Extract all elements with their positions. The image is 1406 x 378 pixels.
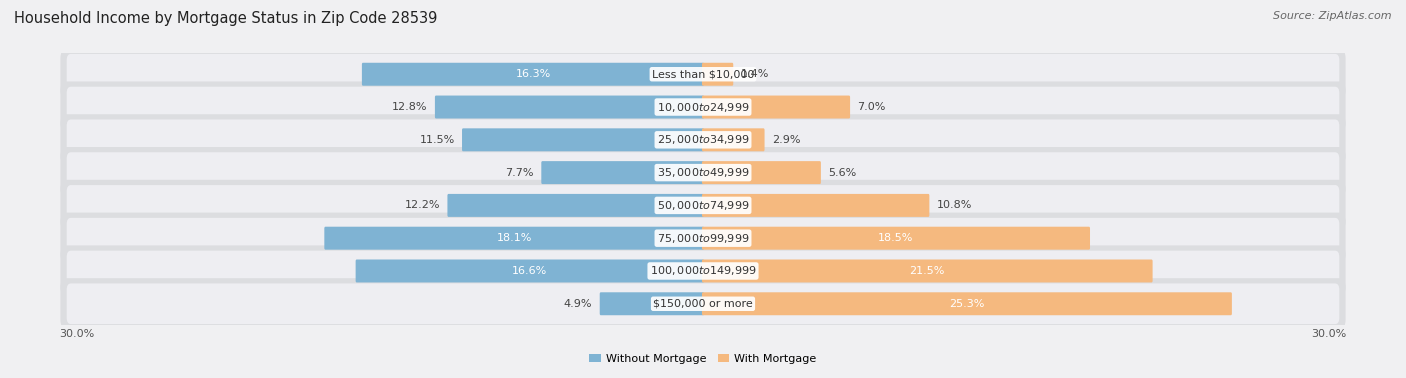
FancyBboxPatch shape xyxy=(60,245,1346,297)
FancyBboxPatch shape xyxy=(434,96,704,118)
FancyBboxPatch shape xyxy=(702,129,765,151)
FancyBboxPatch shape xyxy=(356,260,704,282)
FancyBboxPatch shape xyxy=(66,152,1340,193)
FancyBboxPatch shape xyxy=(66,284,1340,324)
FancyBboxPatch shape xyxy=(66,87,1340,127)
Text: 18.5%: 18.5% xyxy=(879,233,914,243)
Text: 7.7%: 7.7% xyxy=(506,167,534,178)
FancyBboxPatch shape xyxy=(66,119,1340,160)
FancyBboxPatch shape xyxy=(66,218,1340,259)
FancyBboxPatch shape xyxy=(702,227,1090,249)
FancyBboxPatch shape xyxy=(361,63,704,86)
Text: 1.4%: 1.4% xyxy=(741,69,769,79)
Text: 10.8%: 10.8% xyxy=(936,200,972,211)
FancyBboxPatch shape xyxy=(541,161,704,184)
Text: $10,000 to $24,999: $10,000 to $24,999 xyxy=(657,101,749,113)
FancyBboxPatch shape xyxy=(66,251,1340,291)
Text: 7.0%: 7.0% xyxy=(858,102,886,112)
Text: 16.3%: 16.3% xyxy=(516,69,551,79)
FancyBboxPatch shape xyxy=(60,212,1346,264)
FancyBboxPatch shape xyxy=(66,54,1340,94)
Text: Less than $10,000: Less than $10,000 xyxy=(652,69,754,79)
FancyBboxPatch shape xyxy=(702,161,821,184)
Text: 4.9%: 4.9% xyxy=(564,299,592,309)
Text: $50,000 to $74,999: $50,000 to $74,999 xyxy=(657,199,749,212)
FancyBboxPatch shape xyxy=(60,81,1346,133)
FancyBboxPatch shape xyxy=(702,194,929,217)
FancyBboxPatch shape xyxy=(60,278,1346,329)
FancyBboxPatch shape xyxy=(702,96,851,118)
Text: 16.6%: 16.6% xyxy=(512,266,547,276)
Text: Household Income by Mortgage Status in Zip Code 28539: Household Income by Mortgage Status in Z… xyxy=(14,11,437,26)
Text: $150,000 or more: $150,000 or more xyxy=(654,299,752,309)
FancyBboxPatch shape xyxy=(66,185,1340,226)
Text: 5.6%: 5.6% xyxy=(828,167,856,178)
FancyBboxPatch shape xyxy=(702,260,1153,282)
FancyBboxPatch shape xyxy=(60,49,1346,100)
Legend: Without Mortgage, With Mortgage: Without Mortgage, With Mortgage xyxy=(585,350,821,369)
Text: 25.3%: 25.3% xyxy=(949,299,984,309)
FancyBboxPatch shape xyxy=(447,194,704,217)
Text: $25,000 to $34,999: $25,000 to $34,999 xyxy=(657,133,749,146)
Text: 2.9%: 2.9% xyxy=(772,135,800,145)
FancyBboxPatch shape xyxy=(702,63,734,86)
Text: 18.1%: 18.1% xyxy=(496,233,531,243)
Text: Source: ZipAtlas.com: Source: ZipAtlas.com xyxy=(1274,11,1392,21)
FancyBboxPatch shape xyxy=(702,292,1232,315)
Text: 11.5%: 11.5% xyxy=(419,135,454,145)
Text: 21.5%: 21.5% xyxy=(910,266,945,276)
Text: $35,000 to $49,999: $35,000 to $49,999 xyxy=(657,166,749,179)
Text: $75,000 to $99,999: $75,000 to $99,999 xyxy=(657,232,749,245)
FancyBboxPatch shape xyxy=(325,227,704,249)
Text: $100,000 to $149,999: $100,000 to $149,999 xyxy=(650,265,756,277)
FancyBboxPatch shape xyxy=(600,292,704,315)
Text: 12.2%: 12.2% xyxy=(405,200,440,211)
Text: 12.8%: 12.8% xyxy=(392,102,427,112)
FancyBboxPatch shape xyxy=(60,180,1346,231)
FancyBboxPatch shape xyxy=(60,114,1346,166)
FancyBboxPatch shape xyxy=(60,147,1346,198)
FancyBboxPatch shape xyxy=(463,129,704,151)
